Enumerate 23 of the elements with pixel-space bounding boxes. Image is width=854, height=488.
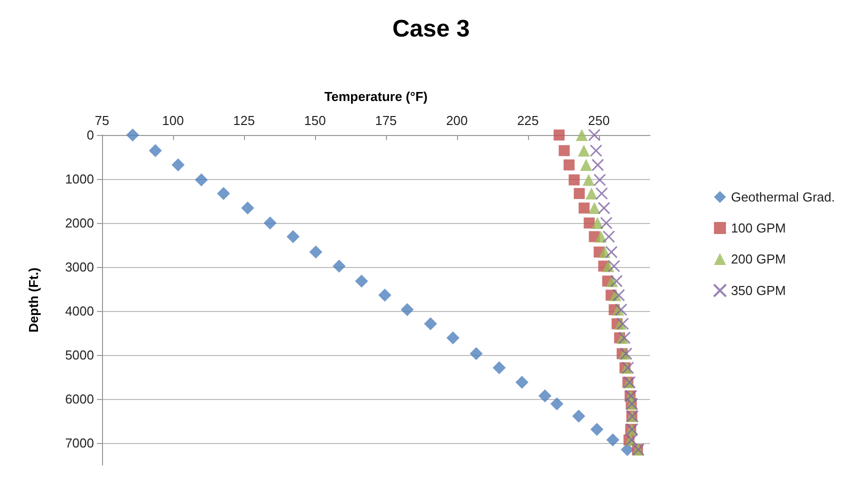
legend-label: Geothermal Grad.	[730, 190, 836, 204]
chart-title: Case 3	[392, 16, 470, 42]
x-axis-title: Temperature (°F)	[324, 89, 428, 104]
y-tick-label: 1000	[65, 172, 94, 186]
y-tick-label: 6000	[65, 392, 94, 406]
x-tick-label: 75	[94, 113, 110, 128]
y-tick-label: 5000	[65, 348, 94, 362]
y-axis-title: Depth (Ft.)	[26, 268, 41, 332]
x-tick-label: 175	[375, 113, 397, 128]
x-tick-label: 200	[446, 113, 468, 128]
y-tick-label: 2000	[65, 216, 94, 230]
y-tick-label: 0	[86, 128, 94, 142]
x-tick-label: 150	[304, 113, 326, 128]
x-tick-label: 250	[588, 113, 610, 128]
y-tick-label: 3000	[65, 260, 94, 274]
y-tick-label: 4000	[65, 304, 94, 318]
legend-label: 350 GPM	[730, 283, 786, 298]
y-tick-label: 7000	[65, 436, 94, 450]
legend-label: 100 GPM	[730, 220, 786, 236]
x-tick-label: 100	[162, 113, 184, 128]
legend-label: 200 GPM	[730, 252, 786, 266]
x-tick-label: 125	[233, 113, 255, 128]
x-tick-label: 225	[517, 113, 539, 128]
